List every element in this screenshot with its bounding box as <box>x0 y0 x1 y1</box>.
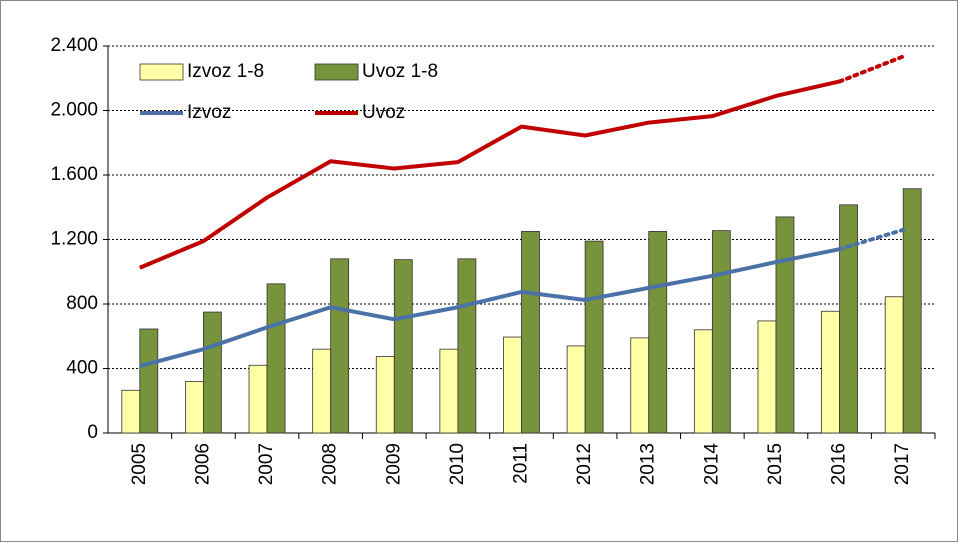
x-tick-label: 2017 <box>892 443 913 485</box>
bar <box>203 311 222 434</box>
y-tick-label: 0 <box>87 422 98 443</box>
bar <box>375 356 395 434</box>
x-tick-label: 2008 <box>320 443 341 485</box>
legend-label: Uvoz <box>362 102 405 123</box>
legend-label: Izvoz <box>187 102 231 123</box>
bar <box>121 389 141 434</box>
line-projection <box>837 54 906 84</box>
bar <box>393 259 413 434</box>
x-tick-label: 2007 <box>256 443 277 485</box>
x-tick-label: 2011 <box>511 443 532 484</box>
bar <box>630 337 650 434</box>
x-tick-label: 2014 <box>701 443 722 486</box>
x-tick-label: 2013 <box>638 443 659 485</box>
y-tick-label: 2.400 <box>50 35 98 56</box>
bar <box>839 204 858 434</box>
legend-swatch <box>139 63 184 81</box>
bar <box>757 320 777 434</box>
x-tick-label: 2005 <box>129 443 150 485</box>
legend-label: Izvoz 1-8 <box>187 61 264 82</box>
x-tick-label: 2009 <box>383 443 404 485</box>
x-tick-label: 2015 <box>765 443 786 485</box>
bar <box>248 364 268 434</box>
y-tick-label: 400 <box>66 358 98 379</box>
line-projection <box>837 227 906 252</box>
bar <box>775 216 795 434</box>
bar <box>503 336 522 434</box>
bar <box>521 231 540 434</box>
bar <box>693 329 713 434</box>
bar <box>884 296 904 434</box>
legend-label: Uvoz 1-8 <box>362 61 438 82</box>
x-tick-label: 2006 <box>192 443 213 485</box>
x-tick-label: 2016 <box>829 443 850 485</box>
bar <box>185 380 204 434</box>
bar <box>266 283 286 434</box>
bar <box>312 348 332 434</box>
x-tick-label: 2010 <box>447 443 468 485</box>
line <box>139 79 841 270</box>
legend-swatch <box>314 63 359 81</box>
bar <box>139 328 159 434</box>
bar <box>584 240 604 434</box>
bar <box>457 258 477 434</box>
bar <box>330 258 350 434</box>
bar <box>566 345 586 434</box>
y-tick-label: 1.200 <box>50 229 98 250</box>
bar <box>648 231 668 434</box>
y-tick-label: 800 <box>66 293 98 314</box>
bar <box>821 310 840 434</box>
y-tick-label: 2.000 <box>50 100 98 121</box>
bar <box>902 188 922 434</box>
line <box>139 247 840 369</box>
bar <box>711 230 731 434</box>
x-tick-label: 2012 <box>574 443 595 485</box>
bar <box>439 348 459 434</box>
y-tick-label: 1.600 <box>50 164 98 185</box>
